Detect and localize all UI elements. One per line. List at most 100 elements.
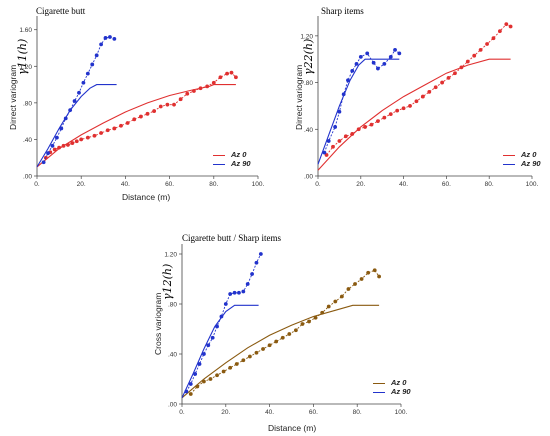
data-point-az-0 xyxy=(178,97,183,102)
model-line-az-0 xyxy=(181,304,380,399)
legend: Az 0 Az 90 xyxy=(213,150,251,168)
experimental-line-az-0 xyxy=(190,269,380,395)
data-point-az-0 xyxy=(145,111,150,116)
legend: Az 0 Az 90 xyxy=(373,378,411,396)
data-point-az-0 xyxy=(57,145,61,150)
experimental-line-az-0 xyxy=(326,23,511,156)
data-point-az-90 xyxy=(254,260,259,265)
data-point-az-0 xyxy=(74,139,79,144)
data-point-az-90 xyxy=(219,314,224,319)
data-point-az-0 xyxy=(198,86,203,91)
x-tick-label: 60. xyxy=(309,409,318,416)
data-point-az-0 xyxy=(70,141,75,145)
data-point-az-90 xyxy=(350,68,355,73)
data-point-az-90 xyxy=(250,272,254,276)
data-point-az-0 xyxy=(61,143,66,148)
data-point-az-0 xyxy=(188,392,193,396)
data-point-az-0 xyxy=(192,89,196,93)
data-point-az-0 xyxy=(420,94,425,99)
data-point-az-90 xyxy=(223,302,228,306)
x-tick-label: 20. xyxy=(77,181,86,188)
data-point-az-0 xyxy=(125,121,130,125)
data-point-az-0 xyxy=(241,358,246,363)
model-line-az-0 xyxy=(317,58,511,171)
data-point-az-0 xyxy=(333,299,338,304)
data-point-az-0 xyxy=(225,71,229,76)
data-point-az-0 xyxy=(326,304,331,309)
x-tick-label: 80. xyxy=(209,181,218,188)
data-point-az-90 xyxy=(202,352,206,356)
data-point-az-0 xyxy=(52,147,57,152)
data-point-az-0 xyxy=(504,22,509,27)
y-tick-label: 1.60 xyxy=(19,27,32,34)
data-point-az-90 xyxy=(63,116,68,121)
legend-swatch xyxy=(213,163,225,165)
data-point-az-0 xyxy=(363,125,367,129)
model-line-az-90 xyxy=(317,58,400,165)
data-point-az-0 xyxy=(112,126,117,131)
chart-title: Sharp items xyxy=(321,6,364,16)
data-point-az-0 xyxy=(408,104,412,108)
y-tick-label: .40 xyxy=(23,137,32,144)
data-point-az-0 xyxy=(234,75,238,80)
data-point-az-0 xyxy=(205,84,210,89)
data-point-az-0 xyxy=(158,104,163,109)
data-point-az-0 xyxy=(165,102,170,107)
y-tick-label: 1.20 xyxy=(300,33,313,40)
data-point-az-90 xyxy=(333,125,338,129)
data-point-az-90 xyxy=(241,289,246,294)
data-point-az-0 xyxy=(132,117,137,122)
data-point-az-0 xyxy=(376,119,380,124)
x-tick-label: 100. xyxy=(395,409,408,416)
data-point-az-90 xyxy=(346,78,350,83)
x-axis-label: Distance (m) xyxy=(122,192,171,202)
x-tick-label: 80. xyxy=(353,409,362,416)
data-point-az-90 xyxy=(341,92,346,97)
legend-swatch xyxy=(503,163,515,165)
data-point-az-90 xyxy=(393,47,397,52)
experimental-line-az-90 xyxy=(323,49,400,153)
data-point-az-0 xyxy=(388,112,393,117)
data-point-az-0 xyxy=(440,80,445,85)
data-point-az-90 xyxy=(365,51,370,56)
data-point-az-0 xyxy=(453,71,457,76)
data-point-az-90 xyxy=(85,71,90,76)
data-point-az-90 xyxy=(206,343,211,348)
data-point-az-0 xyxy=(491,36,496,41)
data-point-az-0 xyxy=(414,99,419,104)
data-point-az-0 xyxy=(465,59,470,64)
data-point-az-0 xyxy=(369,122,374,127)
data-point-az-0 xyxy=(320,310,325,315)
data-point-az-90 xyxy=(354,61,359,66)
data-point-az-90 xyxy=(358,54,363,59)
legend-label: Az 90 xyxy=(391,387,411,396)
legend-swatch xyxy=(373,391,385,393)
data-point-az-90 xyxy=(210,335,215,340)
data-point-az-0 xyxy=(211,80,216,85)
plot-area: 0. 20. 40. 60. 80. 100. .00 .40 .80 1.20 1.60 xyxy=(19,16,265,188)
data-point-az-0 xyxy=(353,282,357,286)
y-tick-label: .80 xyxy=(304,80,313,87)
data-point-az-0 xyxy=(229,70,234,75)
data-point-az-90 xyxy=(46,151,50,156)
data-point-az-0 xyxy=(138,114,143,119)
model-line-az-90 xyxy=(36,84,117,168)
data-point-az-0 xyxy=(382,115,387,120)
legend-label: Az 0 xyxy=(391,378,407,387)
legend-swatch xyxy=(373,382,385,384)
x-tick-label: 100. xyxy=(526,181,539,188)
x-tick-label: 40. xyxy=(399,181,408,188)
y-tick-label: .40 xyxy=(168,352,177,359)
data-point-az-0 xyxy=(350,132,355,136)
data-point-az-90 xyxy=(337,109,342,114)
legend-item: Az 90 xyxy=(373,387,411,396)
data-point-az-90 xyxy=(68,108,73,113)
legend-item: Az 0 xyxy=(503,150,541,159)
data-point-az-90 xyxy=(99,42,103,47)
data-point-az-0 xyxy=(152,109,157,113)
plot-area: 0. 20. 40. 60. 80. 100. .00 .40 .80 1.20 xyxy=(164,244,408,416)
y-tick-label: .00 xyxy=(304,174,313,181)
data-point-az-0 xyxy=(247,354,252,359)
x-tick-label: 100. xyxy=(252,181,265,188)
data-point-az-0 xyxy=(85,135,90,140)
